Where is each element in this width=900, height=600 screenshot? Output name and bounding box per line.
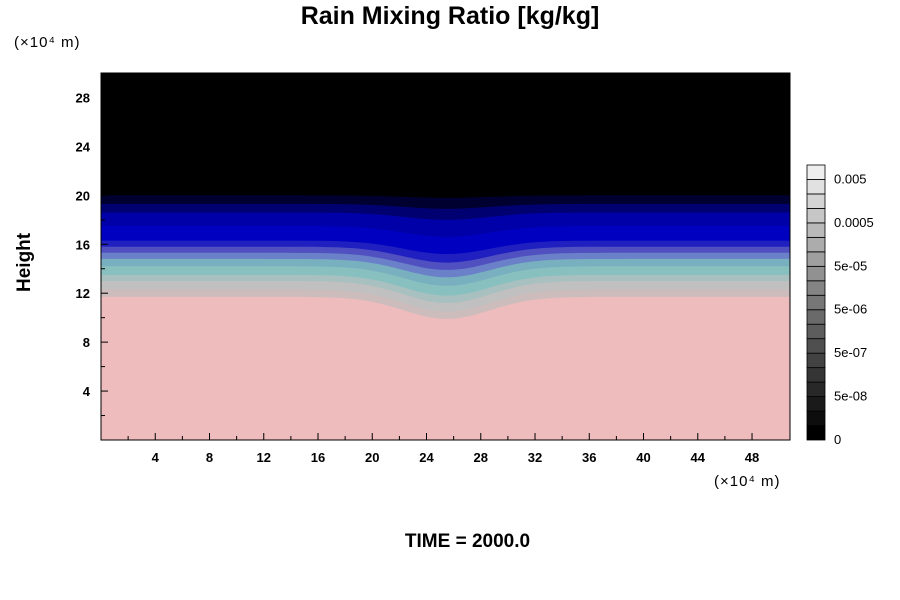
y-unit-label: (×10⁴ m) [14, 34, 81, 51]
colorbar-level [806, 396, 826, 412]
colorbar-level [806, 294, 826, 311]
x-tick-label: 48 [745, 450, 759, 465]
plot-frame [100, 72, 791, 441]
x-unit-label: (×10⁴ m) [714, 473, 781, 490]
x-tick-label: 20 [365, 450, 379, 465]
y-tick-label: 24 [76, 139, 91, 154]
colorbar-level [806, 338, 826, 354]
x-tick-label: 24 [419, 450, 434, 465]
colorbar-label: 0.0005 [834, 215, 874, 230]
colorbar-label: 5e-05 [834, 258, 867, 273]
field-layer-13 [101, 296, 790, 440]
colorbar-level [806, 410, 826, 426]
colorbar-level [806, 179, 826, 195]
colorbar-level [806, 193, 826, 209]
x-tick-label: 8 [206, 450, 213, 465]
y-tick-label: 8 [83, 335, 90, 350]
colorbar-level [806, 381, 826, 397]
colorbar-label: 5e-07 [834, 345, 867, 360]
colorbar-level [806, 280, 826, 296]
colorbar-label: 5e-06 [834, 302, 867, 317]
colorbar-level [806, 208, 826, 224]
x-tick-label: 12 [257, 450, 271, 465]
y-tick-label: 20 [76, 188, 90, 203]
colorbar-level [806, 323, 826, 340]
x-tick-label: 28 [474, 450, 488, 465]
colorbar-level [806, 222, 826, 238]
x-tick-label: 36 [582, 450, 596, 465]
colorbar-level [806, 236, 826, 253]
y-tick-label: 4 [83, 384, 91, 399]
colorbar-level [806, 425, 826, 441]
x-tick-label: 16 [311, 450, 325, 465]
colorbar-label: 0.005 [834, 171, 867, 186]
x-tick-label: 40 [636, 450, 650, 465]
colorbar-label: 0 [834, 432, 841, 447]
x-tick-label: 44 [691, 450, 706, 465]
colorbar-level [806, 309, 826, 325]
x-tick-label: 32 [528, 450, 542, 465]
colorbar-level [806, 367, 826, 383]
colorbar-level [806, 251, 826, 267]
y-tick-label: 12 [76, 286, 90, 301]
colorbar-level [806, 352, 826, 369]
colorbar-label: 5e-08 [834, 389, 867, 404]
time-annotation: TIME = 2000.0 [404, 531, 531, 552]
y-tick-label: 16 [76, 237, 90, 252]
chart-title: Rain Mixing Ratio [kg/kg] [300, 2, 600, 30]
colorbar-level [806, 164, 826, 180]
y-tick-label: 28 [76, 90, 90, 105]
x-tick-label: 4 [152, 450, 160, 465]
colorbar-level [806, 265, 826, 282]
